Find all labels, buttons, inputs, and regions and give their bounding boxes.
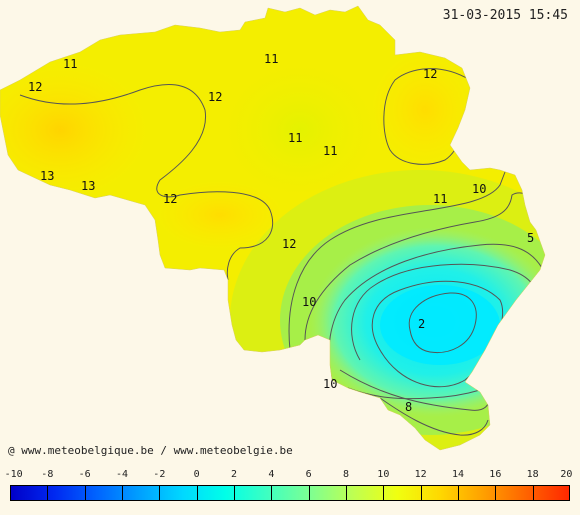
legend-tick-label: 6 [305,469,312,480]
legend-tick [234,486,235,500]
contour-label: 12 [163,192,177,206]
legend-tick-label: 14 [451,469,465,480]
legend-tick-label: 12 [414,469,427,480]
legend-tick-label: 18 [526,469,539,480]
contour-label: 10 [323,377,337,391]
legend-tick [196,486,198,500]
contour-label: 13 [40,169,54,183]
isotherm-2 [408,292,477,354]
legend-tick [122,486,123,500]
timestamp: 31-03-2015 15:45 [442,8,568,23]
isotherm-10-south [379,397,489,436]
contour-label: 8 [405,400,412,414]
contour-label: 11 [288,131,302,145]
legend-tick-label: 8 [342,469,350,480]
legend-tick-label: 4 [268,469,275,480]
color-legend-bar [10,485,570,501]
legend-tick-label: -10 [4,469,23,480]
contour-label: 5 [527,231,534,245]
legend-tick [346,486,347,500]
legend-tick-label: 0 [193,469,200,480]
credit-text: @ www.meteobelgique.be / www.meteobelgie… [8,444,293,457]
contour-label: 11 [63,57,77,71]
isotherm-8-south [347,387,481,400]
isotherm-8 [328,243,543,381]
contour-label: 12 [208,90,222,104]
contour-label: 12 [423,67,437,81]
legend-tick [159,486,161,500]
contour-label: 2 [418,317,425,331]
contour-label: 12 [282,237,296,251]
legend-tick [271,486,273,500]
contour-label: 12 [28,80,42,94]
legend-tick [84,486,86,500]
legend-tick [458,486,459,500]
legend-tick-label: 10 [377,469,390,480]
contour-labels: 11 11 12 12 12 11 11 13 13 12 11 10 12 5… [28,52,534,414]
contour-label: 11 [264,52,278,66]
isotherm-12-west [19,84,274,281]
legend-tick-label: 16 [489,469,502,480]
legend-tick-label: -2 [153,469,166,480]
legend-tick [495,486,497,500]
legend-tick [532,486,534,500]
contour-label: 11 [433,192,447,206]
isotherm-5 [351,263,537,361]
legend-tick [383,486,385,500]
contour-label: 13 [81,179,95,193]
legend-tick-label: -6 [78,469,91,480]
contour-label: 11 [323,144,337,158]
legend-tick [420,486,422,500]
legend-tick [47,486,49,500]
legend-tick-label: -8 [41,469,54,480]
legend-labels: -10 -8 -6 -4 -2 0 2 4 6 8 10 12 14 16 18 20 [0,469,580,483]
legend-tick [308,486,310,500]
isotherm-11 [288,171,506,351]
isotherm-10 [304,192,537,341]
contour-label: 10 [472,182,486,196]
legend-tick-label: -4 [115,469,129,480]
country-border [0,5,546,451]
isotherm-4 [371,280,504,388]
contour-label: 10 [302,295,316,309]
legend-tick-label: 20 [560,469,573,480]
legend-tick-label: 2 [230,469,238,480]
